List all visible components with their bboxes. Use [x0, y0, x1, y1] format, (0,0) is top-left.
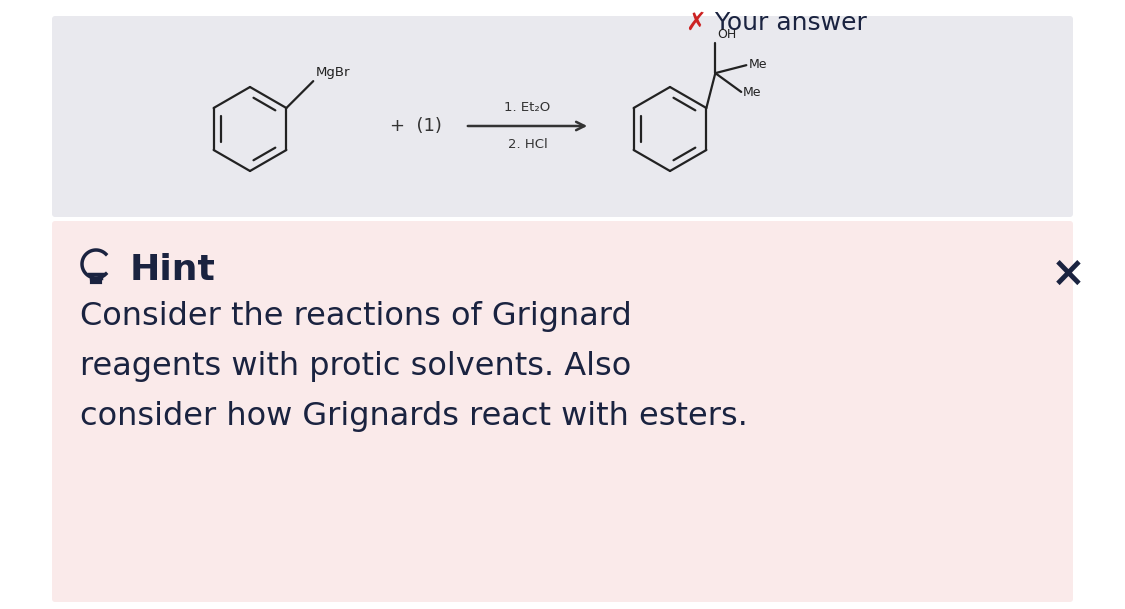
Text: Consider the reactions of Grignard: Consider the reactions of Grignard: [80, 301, 632, 332]
FancyBboxPatch shape: [52, 221, 1073, 602]
Text: Your answer: Your answer: [706, 11, 867, 35]
Text: consider how Grignards react with esters.: consider how Grignards react with esters…: [80, 401, 748, 432]
Text: Hint: Hint: [130, 253, 216, 287]
Text: MgBr: MgBr: [316, 66, 351, 79]
Text: 2. HCl: 2. HCl: [507, 138, 548, 151]
Text: Me: Me: [744, 86, 762, 99]
Text: ✗: ✗: [685, 11, 706, 35]
Text: +  (1): + (1): [390, 117, 442, 135]
Text: OH: OH: [718, 28, 737, 41]
Text: 1. Et₂O: 1. Et₂O: [504, 101, 550, 114]
FancyBboxPatch shape: [52, 16, 1073, 217]
Text: reagents with protic solvents. Also: reagents with protic solvents. Also: [80, 351, 631, 382]
Text: Me: Me: [748, 58, 767, 71]
Text: ×: ×: [1051, 253, 1086, 295]
